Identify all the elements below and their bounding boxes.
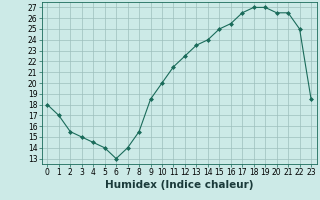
X-axis label: Humidex (Indice chaleur): Humidex (Indice chaleur) xyxy=(105,180,253,190)
